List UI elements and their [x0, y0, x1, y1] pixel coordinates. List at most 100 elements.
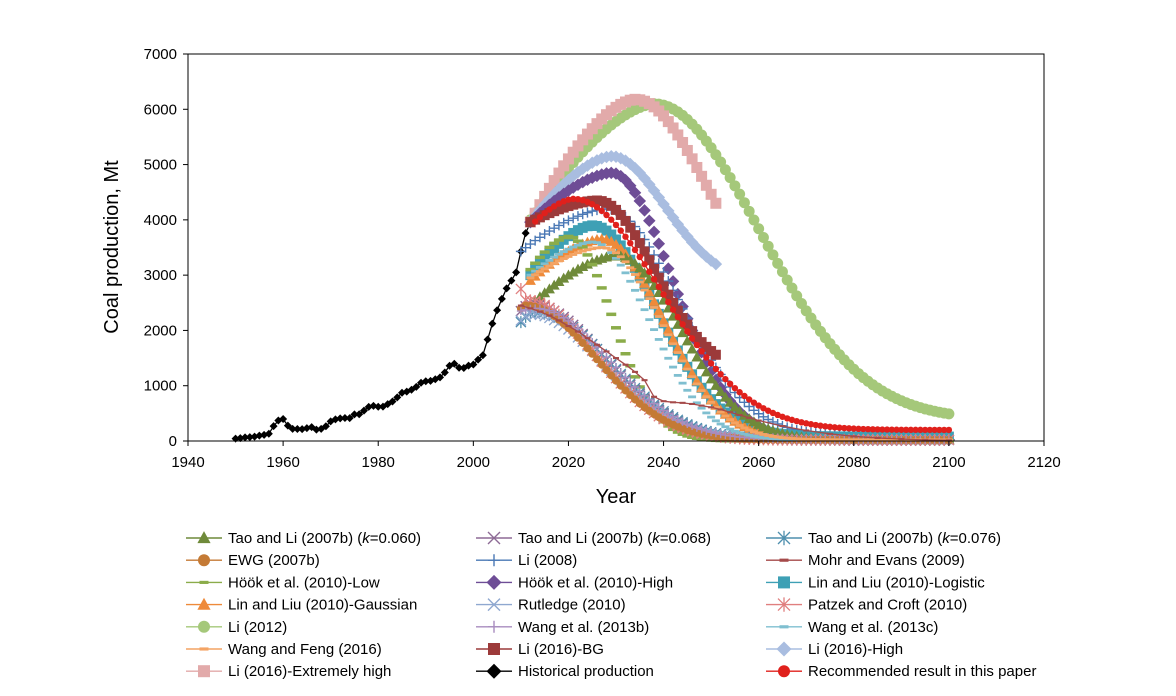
data-point — [583, 248, 592, 252]
data-point — [754, 431, 763, 435]
data-point — [724, 172, 736, 184]
legend-label: Wang and Feng (2016) — [228, 641, 382, 658]
data-point — [748, 214, 760, 226]
data-point — [879, 426, 886, 433]
legend-entry: Li (2016)-BG — [476, 641, 604, 658]
data-point — [702, 411, 711, 415]
data-point — [621, 373, 630, 382]
data-point — [922, 438, 929, 441]
data-point — [692, 382, 701, 386]
data-point — [632, 370, 639, 373]
legend-entry: Tao and Li (2007b) (k=0.076) — [766, 530, 1001, 547]
data-point — [540, 267, 549, 271]
legend-label: EWG (2007b) — [228, 552, 320, 569]
data-point — [559, 313, 568, 322]
data-point — [572, 239, 583, 243]
data-point — [350, 410, 359, 419]
data-point — [776, 266, 788, 278]
data-point — [531, 273, 540, 277]
data-point — [643, 286, 655, 297]
data-point — [574, 330, 581, 333]
data-point — [615, 209, 626, 220]
data-point — [807, 421, 815, 428]
data-point — [898, 438, 905, 441]
data-point — [245, 433, 254, 442]
data-point — [622, 233, 629, 240]
data-point — [873, 438, 882, 442]
data-point — [627, 239, 634, 247]
legend-label: Li (2008) — [518, 552, 577, 569]
data-point — [478, 351, 487, 360]
data-point — [673, 373, 682, 377]
y-tick-label: 6000 — [144, 101, 177, 118]
data-point — [602, 366, 611, 375]
legend: Tao and Li (2007b) (k=0.060) Tao and Li (… — [186, 530, 1036, 680]
legend-marker — [779, 625, 789, 629]
data-point — [868, 438, 877, 442]
data-point — [689, 402, 696, 406]
data-point — [841, 424, 848, 432]
data-point — [655, 283, 662, 291]
data-point — [635, 280, 644, 284]
data-point — [686, 343, 698, 354]
data-point — [678, 381, 687, 385]
y-axis-title: Coal production, Mt — [101, 160, 123, 334]
data-point — [602, 353, 611, 362]
data-point — [878, 438, 887, 442]
data-point — [700, 366, 712, 377]
data-point — [588, 349, 597, 358]
data-point — [740, 432, 749, 436]
data-point — [902, 426, 910, 434]
data-point — [667, 122, 679, 134]
data-point — [565, 324, 572, 328]
data-point — [554, 252, 563, 256]
data-point — [293, 425, 302, 434]
data-point — [634, 238, 645, 249]
data-point — [854, 438, 863, 442]
data-point — [912, 426, 919, 434]
data-point — [830, 438, 839, 442]
data-point — [898, 426, 905, 433]
legend-label: Historical production — [518, 663, 654, 680]
data-point — [764, 407, 772, 414]
x-tick-label: 2020 — [552, 454, 585, 471]
data-point — [831, 424, 838, 431]
legend-marker — [198, 620, 210, 633]
data-point — [691, 161, 703, 173]
data-point — [745, 428, 754, 432]
legend-marker — [777, 597, 791, 612]
data-point — [526, 273, 535, 277]
data-point — [636, 253, 643, 261]
data-point — [686, 153, 698, 165]
data-point — [336, 414, 345, 423]
data-point — [735, 424, 744, 427]
data-point — [835, 438, 844, 442]
data-point — [652, 237, 666, 251]
data-point — [727, 411, 734, 414]
data-point — [660, 291, 667, 298]
data-point — [883, 438, 892, 442]
data-point — [692, 423, 701, 432]
data-point — [584, 337, 591, 340]
data-point — [530, 261, 541, 265]
data-point — [578, 242, 587, 246]
data-point — [754, 435, 763, 439]
data-point — [493, 306, 502, 315]
data-point — [650, 399, 659, 408]
y-tick-label: 7000 — [144, 46, 177, 63]
data-point — [545, 258, 554, 262]
data-point — [597, 243, 606, 247]
data-point — [664, 333, 673, 337]
data-point — [572, 263, 584, 274]
data-point — [608, 216, 615, 223]
series-1 — [524, 98, 955, 420]
data-point — [653, 305, 665, 316]
data-point — [550, 255, 559, 259]
data-point — [672, 129, 684, 141]
legend-label: Tao and Li (2007b) (k=0.060) — [228, 530, 421, 547]
series-3 — [524, 150, 723, 271]
data-point — [612, 251, 620, 255]
data-point — [596, 286, 607, 290]
data-point — [613, 357, 619, 360]
data-point — [288, 424, 297, 433]
